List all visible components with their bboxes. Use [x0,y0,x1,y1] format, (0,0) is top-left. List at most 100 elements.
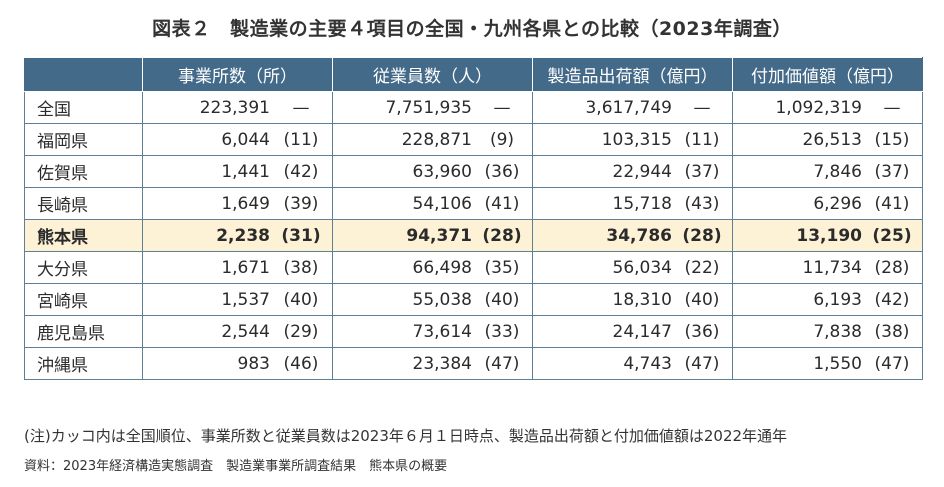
prefecture-cell: 全国 [24,91,143,124]
value-text: 228,871 [401,129,472,150]
comparison-table: 事業所数（所） 従業員数（人） 製造品出荷額（億円） 付加価値額（億円） 全国 2… [24,57,923,380]
value-cell-value-added: 6,193 (42) [732,283,923,316]
value-text: 26,513 [802,129,862,150]
table-row: 沖縄県 983 (46) 23,384 (47) 4,743 (47) 1,550 (47) [24,347,923,380]
value-text: 66,498 [412,257,472,278]
value-cell-value-added: 7,838 (38) [732,315,923,348]
prefecture-cell: 沖縄県 [24,347,143,380]
rank-text: (28) [874,257,910,278]
value-cell-employees: 228,871 (9) [332,123,533,156]
prefecture-cell: 熊本県 [24,219,143,252]
prefecture-cell: 長崎県 [24,187,143,220]
value-text: 1,649 [221,193,270,214]
value-cell-value-added: 6,296 (41) [732,187,923,220]
value-cell-employees: 7,751,935 — [332,91,533,124]
prefecture-cell: 大分県 [24,251,143,284]
value-cell-employees: 55,038 (40) [332,283,533,316]
value-cell-value-added: 13,190 (25) [732,219,923,252]
value-cell-establishments: 1,671 (38) [142,251,333,284]
rank-text: (28) [482,225,522,246]
value-cell-establishments: 1,441 (42) [142,155,333,188]
value-text: 2,544 [221,321,270,342]
value-cell-shipments: 18,310 (40) [532,283,733,316]
value-text: 24,147 [612,321,672,342]
value-text: 983 [237,353,270,374]
table-row: 全国 223,391 — 7,751,935 — 3,617,749 — 1,092,319 — [24,91,923,124]
rank-text: (47) [684,353,720,374]
value-text: 34,786 [606,225,672,246]
value-cell-employees: 66,498 (35) [332,251,533,284]
value-text: 1,441 [221,161,270,182]
rank-text: — [493,97,511,118]
value-cell-establishments: 983 (46) [142,347,333,380]
value-text: 56,034 [612,257,672,278]
value-cell-value-added: 11,734 (28) [732,251,923,284]
rank-text: (28) [682,225,722,246]
table-row: 佐賀県 1,441 (42) 63,960 (36) 22,944 (37) 7,846 (37… [24,155,923,188]
rank-text: (40) [283,289,319,310]
rank-text: — [883,97,901,118]
rank-text: (41) [874,193,910,214]
rank-text: (36) [484,161,520,182]
value-cell-establishments: 6,044 (11) [142,123,333,156]
rank-text: (31) [281,225,321,246]
value-cell-employees: 63,960 (36) [332,155,533,188]
rank-text: (33) [484,321,520,342]
rank-text: (37) [684,161,720,182]
value-text: 2,238 [216,225,270,246]
value-cell-shipments: 15,718 (43) [532,187,733,220]
value-text: 63,960 [412,161,472,182]
rank-text: (9) [489,129,515,150]
rank-text: (38) [283,257,319,278]
value-text: 55,038 [412,289,472,310]
value-text: 1,537 [221,289,270,310]
rank-text: (42) [874,289,910,310]
rank-text: (35) [484,257,520,278]
figure-title: 図表２ 製造業の主要４項目の全国・九州各県との比較（2023年調査） [152,18,792,40]
value-text: 4,743 [623,353,672,374]
value-text: 11,734 [802,257,862,278]
rank-text: (11) [684,129,720,150]
value-cell-employees: 54,106 (41) [332,187,533,220]
value-cell-value-added: 7,846 (37) [732,155,923,188]
value-text: 1,550 [813,353,862,374]
rank-text: (42) [283,161,319,182]
rank-text: (46) [283,353,319,374]
value-text: 1,671 [221,257,270,278]
value-text: 13,190 [796,225,862,246]
rank-text: (38) [874,321,910,342]
value-text: 7,751,935 [385,97,472,118]
value-cell-establishments: 2,238 (31) [142,219,333,252]
value-text: 6,044 [221,129,270,150]
rank-text: (11) [283,129,319,150]
table-row: 福岡県 6,044 (11) 228,871 (9) 103,315 (11) 26,513 (… [24,123,923,156]
value-text: 15,718 [612,193,672,214]
value-text: 3,617,749 [585,97,672,118]
value-text: 7,838 [813,321,862,342]
prefecture-cell: 宮崎県 [24,283,143,316]
rank-text: (40) [684,289,720,310]
value-text: 6,296 [813,193,862,214]
value-cell-employees: 73,614 (33) [332,315,533,348]
value-cell-establishments: 2,544 (29) [142,315,333,348]
value-cell-establishments: 223,391 — [142,91,333,124]
rank-text: (40) [484,289,520,310]
value-cell-shipments: 34,786 (28) [532,219,733,252]
value-text: 54,106 [412,193,472,214]
value-cell-employees: 94,371 (28) [332,219,533,252]
rank-text: (37) [874,161,910,182]
value-cell-shipments: 56,034 (22) [532,251,733,284]
value-text: 1,092,319 [775,97,862,118]
value-cell-value-added: 26,513 (15) [732,123,923,156]
prefecture-cell: 佐賀県 [24,155,143,188]
table-row: 大分県 1,671 (38) 66,498 (35) 56,034 (22) 11,734 (2… [24,251,923,284]
prefecture-cell: 鹿児島県 [24,315,143,348]
rank-text: (39) [283,193,319,214]
rank-text: — [693,97,711,118]
table-row: 鹿児島県 2,544 (29) 73,614 (33) 24,147 (36) 7,838 (3… [24,315,923,348]
rank-text: (29) [283,321,319,342]
value-cell-employees: 23,384 (47) [332,347,533,380]
table-row: 宮崎県 1,537 (40) 55,038 (40) 18,310 (40) 6,193 (42… [24,283,923,316]
table-row: 熊本県 2,238 (31) 94,371 (28) 34,786 (28) 13,190 (2… [24,219,923,252]
header-cell-prefecture [24,57,143,92]
